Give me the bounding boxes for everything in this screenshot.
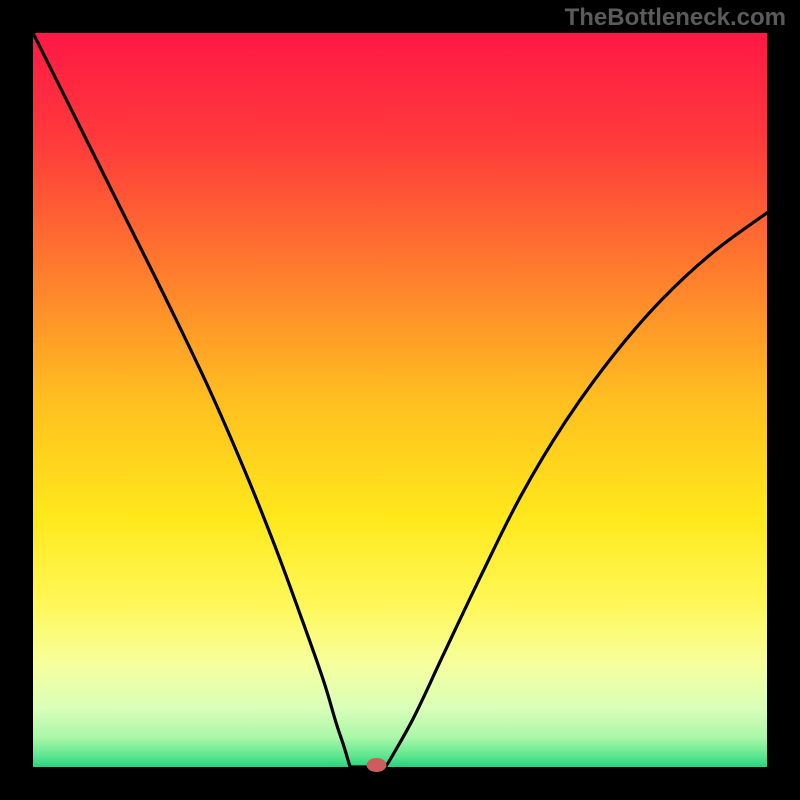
chart-container: TheBottleneck.com <box>0 0 800 800</box>
plot-area <box>33 33 767 767</box>
bottleneck-marker <box>367 758 387 772</box>
bottleneck-chart <box>0 0 800 800</box>
watermark-text: TheBottleneck.com <box>565 4 786 32</box>
